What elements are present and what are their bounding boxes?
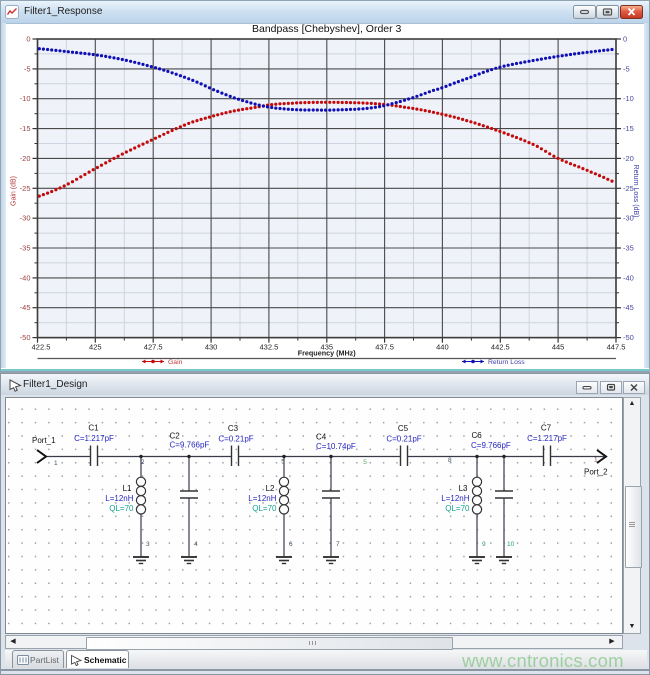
svg-text:-5: -5 [623,64,630,73]
svg-text:Port_2: Port_2 [584,468,608,477]
svg-text:-25: -25 [20,184,31,193]
svg-text:C1: C1 [88,424,99,433]
svg-text:C=0.21pF: C=0.21pF [386,435,421,444]
svg-text:L3: L3 [459,484,468,493]
svg-text:5: 5 [281,459,285,466]
svg-text:435: 435 [321,343,334,352]
svg-text:0: 0 [623,35,627,44]
svg-text:-15: -15 [623,124,634,133]
svg-text:10: 10 [507,541,515,548]
svg-text:422.5: 422.5 [32,343,51,352]
svg-text:4: 4 [194,541,198,548]
svg-text:1: 1 [54,460,58,467]
svg-text:-5: -5 [24,64,31,73]
svg-text:442.5: 442.5 [491,343,510,352]
svg-text:-50: -50 [20,333,31,342]
svg-text:C6: C6 [472,431,483,440]
svg-text:427.5: 427.5 [144,343,163,352]
svg-text:QL=70: QL=70 [252,504,277,513]
svg-text:425: 425 [89,343,102,352]
svg-text:-15: -15 [20,124,31,133]
svg-text:8: 8 [448,457,452,464]
svg-text:6: 6 [289,541,293,548]
svg-text:L1: L1 [123,484,132,493]
svg-text:C=1.217pF: C=1.217pF [527,434,567,443]
svg-text:L=12nH: L=12nH [248,494,276,503]
svg-text:-45: -45 [20,303,31,312]
svg-text:-35: -35 [20,244,31,253]
svg-text:C=9.766pF: C=9.766pF [471,441,511,450]
svg-text:C3: C3 [228,424,239,433]
svg-text:-30: -30 [623,214,634,223]
svg-text:QL=70: QL=70 [109,504,134,513]
svg-text:432.5: 432.5 [260,343,279,352]
svg-text:-10: -10 [20,94,31,103]
svg-text:C4: C4 [316,433,327,442]
svg-text:-40: -40 [623,273,634,282]
svg-text:430: 430 [205,343,218,352]
svg-text:Bandpass [Chebyshev], Order 3: Bandpass [Chebyshev], Order 3 [252,23,402,35]
svg-text:-40: -40 [20,273,31,282]
svg-text:-25: -25 [623,184,634,193]
svg-text:445: 445 [552,343,565,352]
svg-text:447.5: 447.5 [607,343,626,352]
svg-text:Gain: Gain [168,359,183,366]
svg-text:9: 9 [482,541,486,548]
svg-text:2: 2 [141,459,145,466]
svg-text:C2: C2 [170,432,181,441]
svg-text:Return Loss: Return Loss [488,359,525,366]
svg-text:C=0.21pF: C=0.21pF [218,435,253,444]
svg-text:-20: -20 [623,154,634,163]
svg-text:7: 7 [336,541,340,548]
svg-text:Frequency (MHz): Frequency (MHz) [298,349,357,358]
svg-text:-20: -20 [20,154,31,163]
svg-text:437.5: 437.5 [375,343,394,352]
svg-text:L=12nH: L=12nH [105,494,133,503]
svg-text:C7: C7 [541,424,552,433]
svg-text:C5: C5 [398,424,409,433]
svg-text:L=12nH: L=12nH [441,494,469,503]
svg-text:-35: -35 [623,244,634,253]
svg-text:L2: L2 [266,484,275,493]
svg-text:-45: -45 [623,303,634,312]
svg-text:QL=70: QL=70 [445,504,470,513]
svg-text:3: 3 [146,541,150,548]
svg-text:Gain (dB): Gain (dB) [11,176,18,206]
svg-text:-50: -50 [623,333,634,342]
svg-text:-30: -30 [20,214,31,223]
svg-text:5: 5 [363,459,367,466]
svg-text:C=1.217pF: C=1.217pF [74,434,114,443]
svg-text:440: 440 [436,343,449,352]
svg-text:C=9.766pF: C=9.766pF [170,441,210,450]
svg-text:0: 0 [26,35,30,44]
svg-text:Return Loss (dB): Return Loss (dB) [632,165,639,218]
svg-text:Port_1: Port_1 [32,436,56,445]
svg-text:-10: -10 [623,94,634,103]
svg-text:1: 1 [594,457,598,464]
svg-text:C=10.74pF: C=10.74pF [316,442,356,451]
